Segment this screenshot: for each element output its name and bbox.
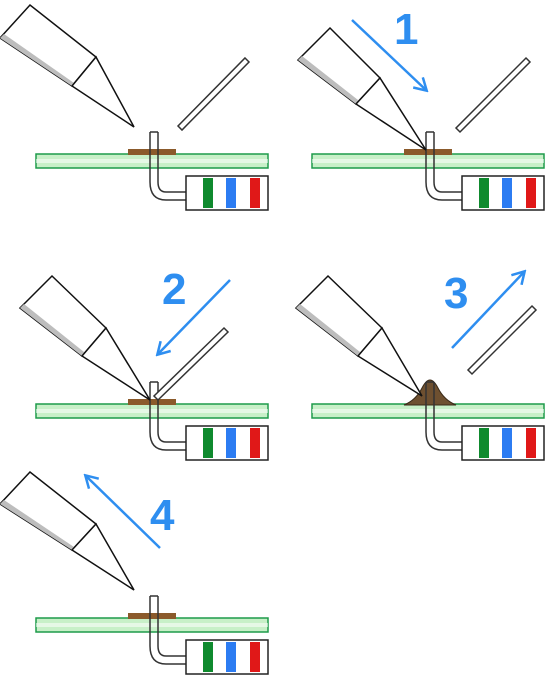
solder-pad bbox=[128, 399, 176, 405]
panel-start bbox=[0, 3, 269, 211]
soldering-iron-icon bbox=[0, 470, 135, 591]
solder-pad bbox=[404, 149, 452, 155]
circuit-board bbox=[35, 617, 269, 633]
arrow-icon bbox=[451, 272, 524, 349]
step-number: 2 bbox=[162, 265, 186, 314]
arrow-icon bbox=[86, 476, 161, 549]
solder-wire-icon bbox=[152, 326, 230, 402]
soldering-iron-icon bbox=[296, 26, 427, 151]
circuit-board bbox=[35, 403, 269, 419]
component-lead bbox=[425, 132, 462, 201]
component-lead bbox=[149, 382, 186, 451]
circuit-board bbox=[311, 153, 545, 169]
step-number: 4 bbox=[150, 491, 175, 540]
soldering-iron-icon bbox=[294, 274, 423, 397]
step-number: 1 bbox=[394, 5, 418, 54]
resistor-icon bbox=[185, 175, 269, 211]
circuit-board bbox=[35, 153, 269, 169]
component-lead bbox=[149, 596, 186, 665]
soldering-iron-icon bbox=[18, 274, 151, 401]
component-lead bbox=[425, 382, 462, 451]
solder-pad bbox=[128, 613, 176, 619]
panel-step-1: 1 bbox=[296, 5, 545, 211]
solder-wire-icon bbox=[176, 56, 251, 132]
component-lead bbox=[149, 132, 186, 201]
solder-wire-icon bbox=[466, 304, 538, 376]
arrow-icon bbox=[158, 279, 231, 354]
circuit-board bbox=[311, 403, 545, 419]
solder-wire-icon bbox=[454, 56, 532, 134]
solder-pad bbox=[128, 149, 176, 155]
panel-step-3: 3 bbox=[294, 269, 545, 461]
panel-step-2: 2 bbox=[18, 265, 269, 461]
resistor-icon bbox=[461, 175, 545, 211]
resistor-icon bbox=[185, 639, 269, 675]
arrow-icon bbox=[351, 19, 426, 90]
resistor-icon bbox=[461, 425, 545, 461]
resistor-icon bbox=[185, 425, 269, 461]
step-number: 3 bbox=[444, 269, 468, 318]
panel-step-4: 4 bbox=[0, 470, 269, 675]
soldering-iron-icon bbox=[0, 3, 135, 128]
